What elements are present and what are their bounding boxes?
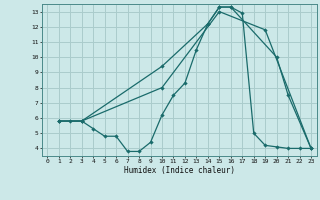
X-axis label: Humidex (Indice chaleur): Humidex (Indice chaleur) bbox=[124, 166, 235, 175]
